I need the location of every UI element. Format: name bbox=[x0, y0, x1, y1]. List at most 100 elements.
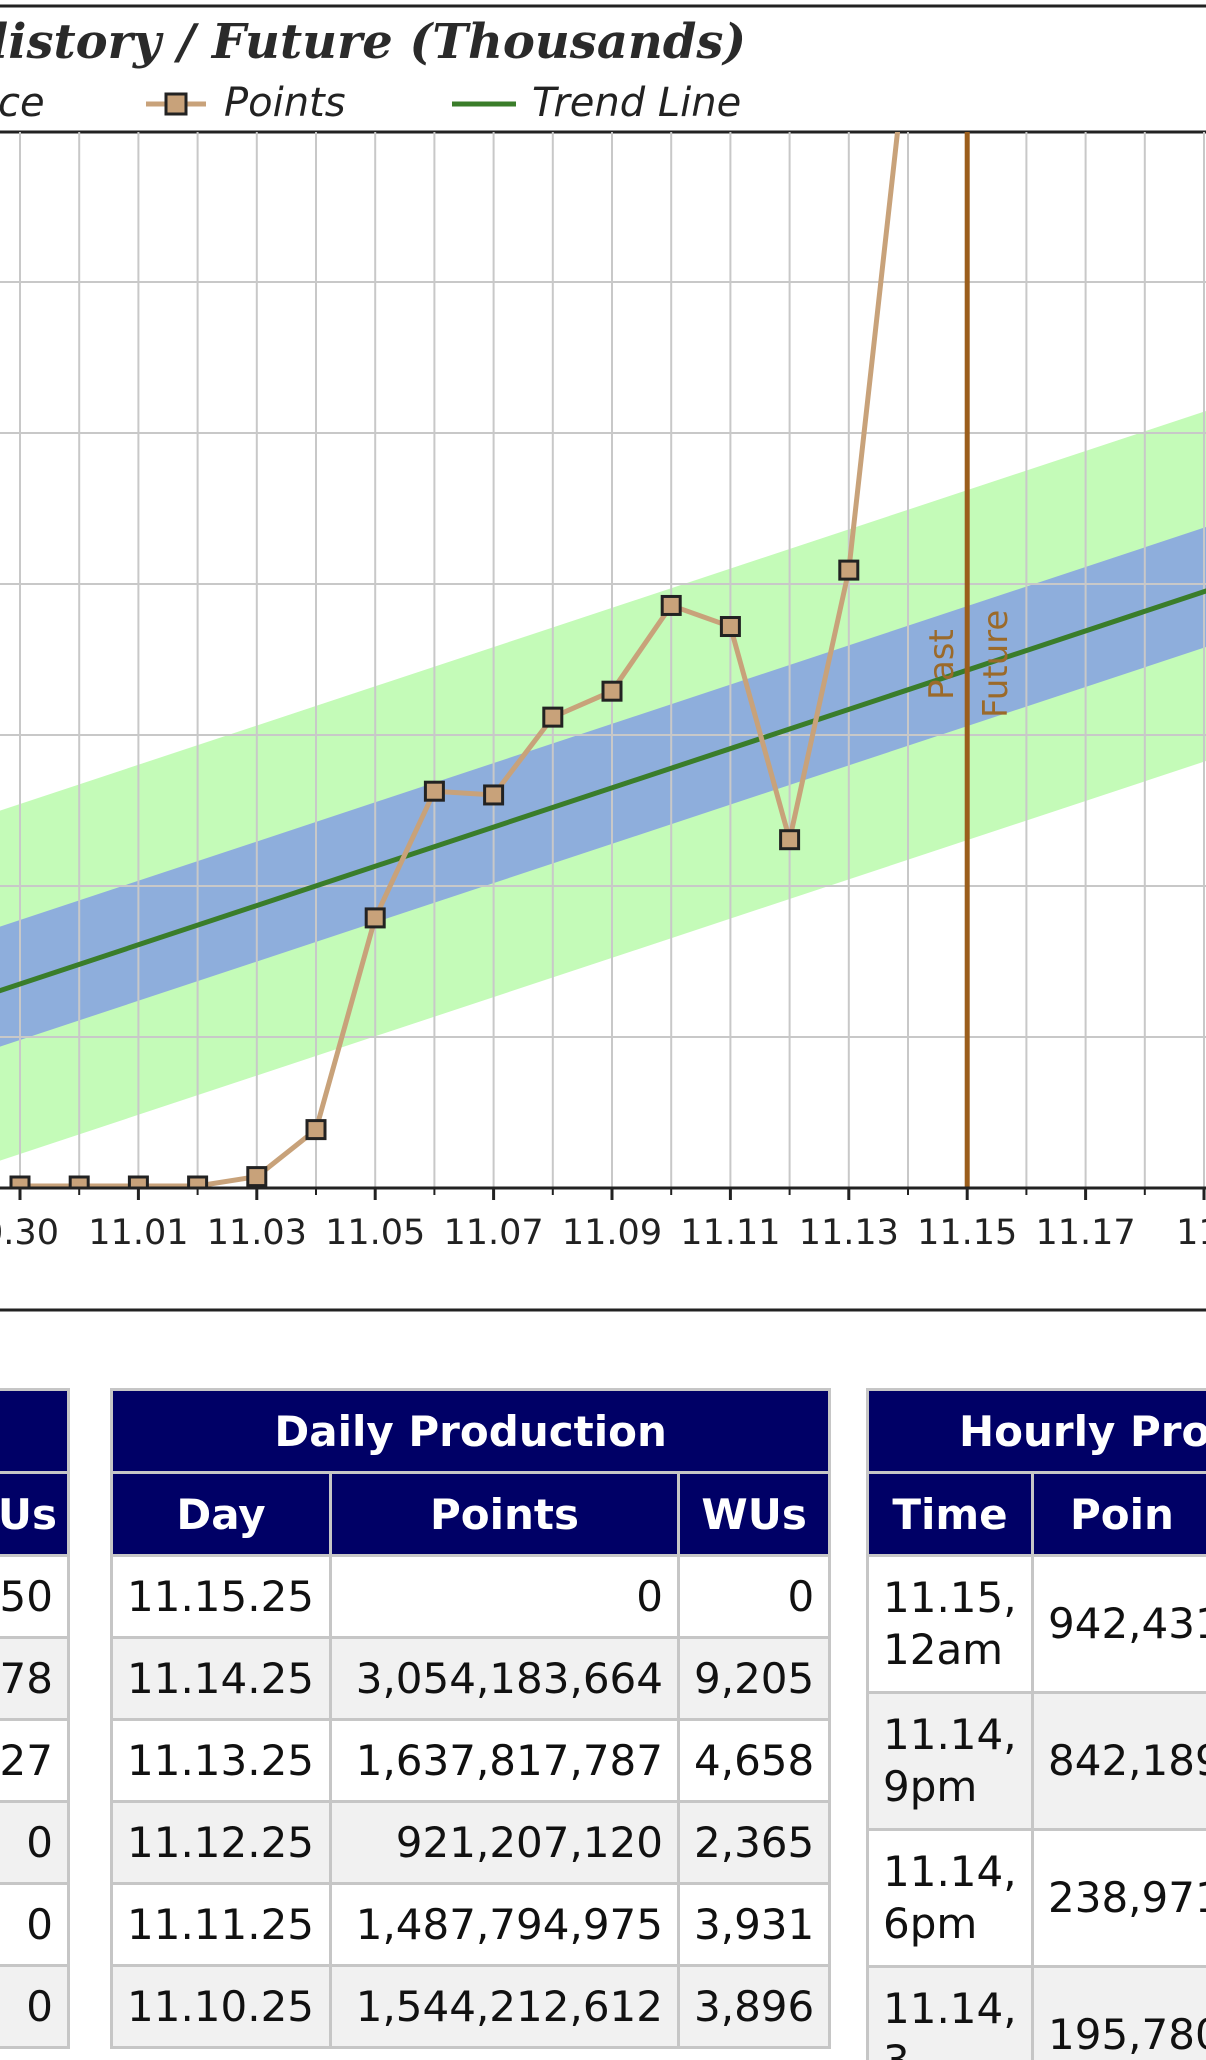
point-marker bbox=[187, 1175, 209, 1188]
wus-cell: 4,658 bbox=[676, 1718, 832, 1803]
history-future-chart: listory / Future (Thousands) ce Points Tren… bbox=[0, 4, 1206, 1312]
wus-cell: 2,365 bbox=[676, 1800, 832, 1885]
plot-area: Past Future bbox=[0, 132, 1206, 1188]
x-tick-label: 11.17 bbox=[1035, 1213, 1135, 1253]
daily-production-table: Daily Production Day Points WUs 11.15.25… bbox=[109, 1388, 832, 2049]
table-row: 11.13.25 1,637,817,787 4,658 bbox=[110, 1718, 832, 1803]
col-day: Day bbox=[110, 1471, 332, 1557]
point-marker bbox=[660, 594, 682, 616]
point-marker bbox=[246, 1166, 268, 1188]
hourly-production-title: Hourly Pro bbox=[866, 1388, 1206, 1474]
wus-cell: 3,896 bbox=[676, 1964, 832, 2049]
day-cell: 11.15.25 bbox=[110, 1554, 332, 1639]
hourly-points-cell: 942,431 bbox=[1031, 1554, 1206, 1694]
legend-item-trend-line: Trend Line bbox=[532, 80, 741, 126]
time-cell: 11.14, 6pm bbox=[866, 1828, 1034, 1968]
hourly-points-cell: 238,971 bbox=[1031, 1828, 1206, 1968]
x-tick-label: 11.09 bbox=[562, 1213, 662, 1253]
legend: ce Points Trend Line bbox=[0, 80, 741, 126]
point-marker bbox=[601, 680, 623, 702]
time-cell: 11.14,3 bbox=[866, 1965, 1034, 2060]
table-row: 11.15, 12am 942,431 bbox=[866, 1554, 1206, 1694]
x-tick-label: 11.07 bbox=[443, 1213, 543, 1253]
point-marker bbox=[9, 1175, 31, 1188]
table-row: 11.14,3195,780 bbox=[866, 1965, 1206, 2060]
point-marker bbox=[127, 1175, 149, 1188]
left-wus-cell: 0 bbox=[0, 1882, 70, 1967]
point-marker bbox=[779, 829, 801, 851]
time-hour: 6pm bbox=[883, 1899, 978, 1948]
table-row: 11.14, 6pm 238,971 bbox=[866, 1828, 1206, 1968]
day-cell: 11.11.25 bbox=[110, 1882, 332, 1967]
table-row: 0 bbox=[0, 1800, 70, 1885]
legend-points-marker bbox=[164, 92, 188, 116]
points-cell: 1,487,794,975 bbox=[329, 1882, 680, 1967]
time-date: 11.14, bbox=[883, 1984, 1017, 2033]
left-table-header: Us bbox=[0, 1471, 70, 1557]
daily-production-title: Daily Production bbox=[109, 1388, 832, 1474]
point-marker bbox=[838, 559, 860, 581]
time-hour: 9pm bbox=[883, 1762, 978, 1811]
table-row: 11.12.25 921,207,120 2,365 bbox=[110, 1800, 832, 1885]
points-cell: 0 bbox=[329, 1554, 680, 1639]
left-wus-cell: 0 bbox=[0, 1964, 70, 2049]
left-table-partial: Us 450778127000 bbox=[0, 1388, 70, 2049]
table-row: 11.10.25 1,544,212,612 3,896 bbox=[110, 1964, 832, 2049]
point-marker bbox=[719, 616, 741, 638]
x-tick-label: 11.05 bbox=[325, 1213, 425, 1253]
table-row: 11.14.25 3,054,183,664 9,205 bbox=[110, 1636, 832, 1721]
table-row: 11.11.25 1,487,794,975 3,931 bbox=[110, 1882, 832, 1967]
points-cell: 1,637,817,787 bbox=[329, 1718, 680, 1803]
table-row: 0 bbox=[0, 1882, 70, 1967]
points-cell: 3,054,183,664 bbox=[329, 1636, 680, 1721]
day-cell: 11.12.25 bbox=[110, 1800, 332, 1885]
points-cell: 1,544,212,612 bbox=[329, 1964, 680, 2049]
band-inner bbox=[0, 527, 1206, 1047]
point-marker bbox=[483, 784, 505, 806]
col-points: Points bbox=[329, 1471, 680, 1557]
chart-title: listory / Future (Thousands) bbox=[0, 14, 746, 70]
time-date: 11.14, bbox=[883, 1847, 1017, 1896]
left-wus-cell: 778 bbox=[0, 1636, 70, 1721]
left-wus-cell: 450 bbox=[0, 1554, 70, 1639]
col-hourly-points: Poin bbox=[1031, 1471, 1206, 1557]
divider-label-future: Future bbox=[976, 610, 1016, 718]
time-hour: 12am bbox=[883, 1625, 1004, 1674]
table-row: 11.15.25 0 0 bbox=[110, 1554, 832, 1639]
x-tick-label: 11.11 bbox=[680, 1213, 780, 1253]
col-time: Time bbox=[866, 1471, 1034, 1557]
x-tick-label: 11.13 bbox=[799, 1213, 899, 1253]
day-cell: 11.14.25 bbox=[110, 1636, 332, 1721]
points-series-line bbox=[20, 132, 901, 1188]
point-marker bbox=[68, 1175, 90, 1188]
left-wus-cell: 0 bbox=[0, 1800, 70, 1885]
col-wus: WUs bbox=[676, 1471, 832, 1557]
time-cell: 11.14, 9pm bbox=[866, 1691, 1034, 1831]
day-cell: 11.13.25 bbox=[110, 1718, 332, 1803]
day-cell: 11.10.25 bbox=[110, 1964, 332, 2049]
wus-cell: 3,931 bbox=[676, 1882, 832, 1967]
time-hour: 3 bbox=[883, 2035, 1017, 2060]
table-row: 778 bbox=[0, 1636, 70, 1721]
left-wus-cell: 127 bbox=[0, 1718, 70, 1803]
x-tick-label: 11.01 bbox=[88, 1213, 188, 1253]
time-date: 11.15, bbox=[883, 1573, 1017, 1622]
legend-item-partial: ce bbox=[0, 80, 45, 126]
table-row: 11.14, 9pm 842,189 bbox=[866, 1691, 1206, 1831]
x-tick-label: 11. bbox=[1176, 1213, 1206, 1253]
x-tick-label: 11.03 bbox=[207, 1213, 307, 1253]
x-tick-label: 11.15 bbox=[917, 1213, 1017, 1253]
point-marker bbox=[423, 780, 445, 802]
hourly-production-table: Hourly Pro Time Poin 11.15, 12am 942,431 11… bbox=[866, 1388, 1206, 2060]
table-row: 450 bbox=[0, 1554, 70, 1639]
wus-cell: 9,205 bbox=[676, 1636, 832, 1721]
point-marker bbox=[364, 907, 386, 929]
point-marker bbox=[305, 1119, 327, 1141]
point-marker bbox=[542, 706, 564, 728]
time-date: 11.14, bbox=[883, 1710, 1017, 1759]
table-row: 127 bbox=[0, 1718, 70, 1803]
hourly-points-cell: 195,780 bbox=[1031, 1965, 1206, 2060]
chart-area: listory / Future (Thousands) ce Points Tren… bbox=[0, 4, 1206, 1312]
points-cell: 921,207,120 bbox=[329, 1800, 680, 1885]
